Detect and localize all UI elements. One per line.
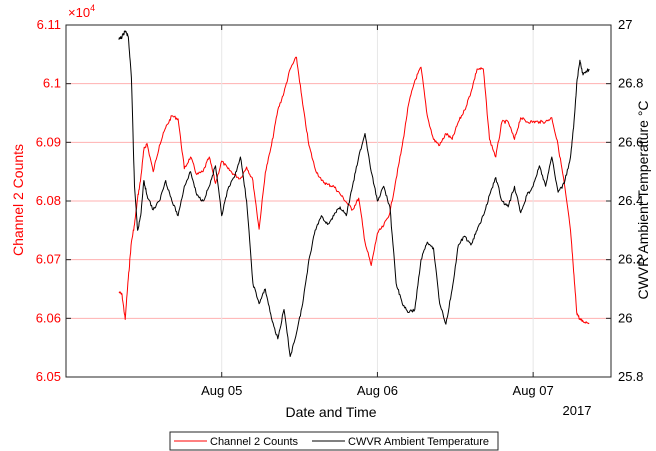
series-lines	[118, 30, 590, 357]
left-axis-exponent: ×104	[68, 3, 95, 20]
right-tick-label: 26.4	[618, 193, 643, 208]
x-axis-ticks: Aug 05 Aug 06 Aug 07	[201, 25, 554, 398]
right-tick-label: 26.8	[618, 76, 643, 91]
plot-area	[65, 24, 612, 378]
x-tick-label: Aug 06	[357, 383, 398, 398]
left-tick-label: 6.08	[36, 193, 61, 208]
legend-label-channel2: Channel 2 Counts	[210, 436, 299, 448]
grid	[66, 25, 611, 377]
right-tick-label: 27	[618, 17, 632, 32]
left-tick-label: 6.05	[36, 369, 61, 384]
series-line-ambient-temperature	[118, 30, 590, 357]
left-axis-label: Channel 2 Counts	[10, 144, 26, 256]
right-tick-label: 26.6	[618, 134, 643, 149]
left-axis-ticks: 6.05 6.06 6.07 6.08 6.09 6.1 6.11	[36, 17, 71, 384]
x-axis-label: Date and Time	[285, 404, 376, 420]
x-tick-label: Aug 05	[201, 383, 242, 398]
legend-label-temperature: CWVR Ambient Temperature	[348, 436, 489, 448]
left-tick-label: 6.1	[43, 76, 61, 91]
right-tick-label: 25.8	[618, 369, 643, 384]
left-tick-label: 6.06	[36, 310, 61, 325]
right-axis-ticks: 25.8 26 26.2 26.4 26.6 26.8 27	[606, 17, 643, 384]
right-tick-label: 26	[618, 310, 632, 325]
legend: Channel 2 Counts CWVR Ambient Temperatur…	[169, 431, 499, 451]
x-tick-label: Aug 07	[513, 383, 554, 398]
left-tick-label: 6.11	[37, 17, 61, 32]
left-tick-label: 6.07	[36, 252, 61, 267]
left-tick-label: 6.09	[36, 134, 61, 149]
right-tick-label: 26.2	[618, 252, 643, 267]
right-axis-label: CWVR Ambient Temperature °C	[635, 100, 651, 299]
x-year-label: 2017	[563, 403, 592, 418]
series-line-channel2-counts	[118, 56, 590, 325]
